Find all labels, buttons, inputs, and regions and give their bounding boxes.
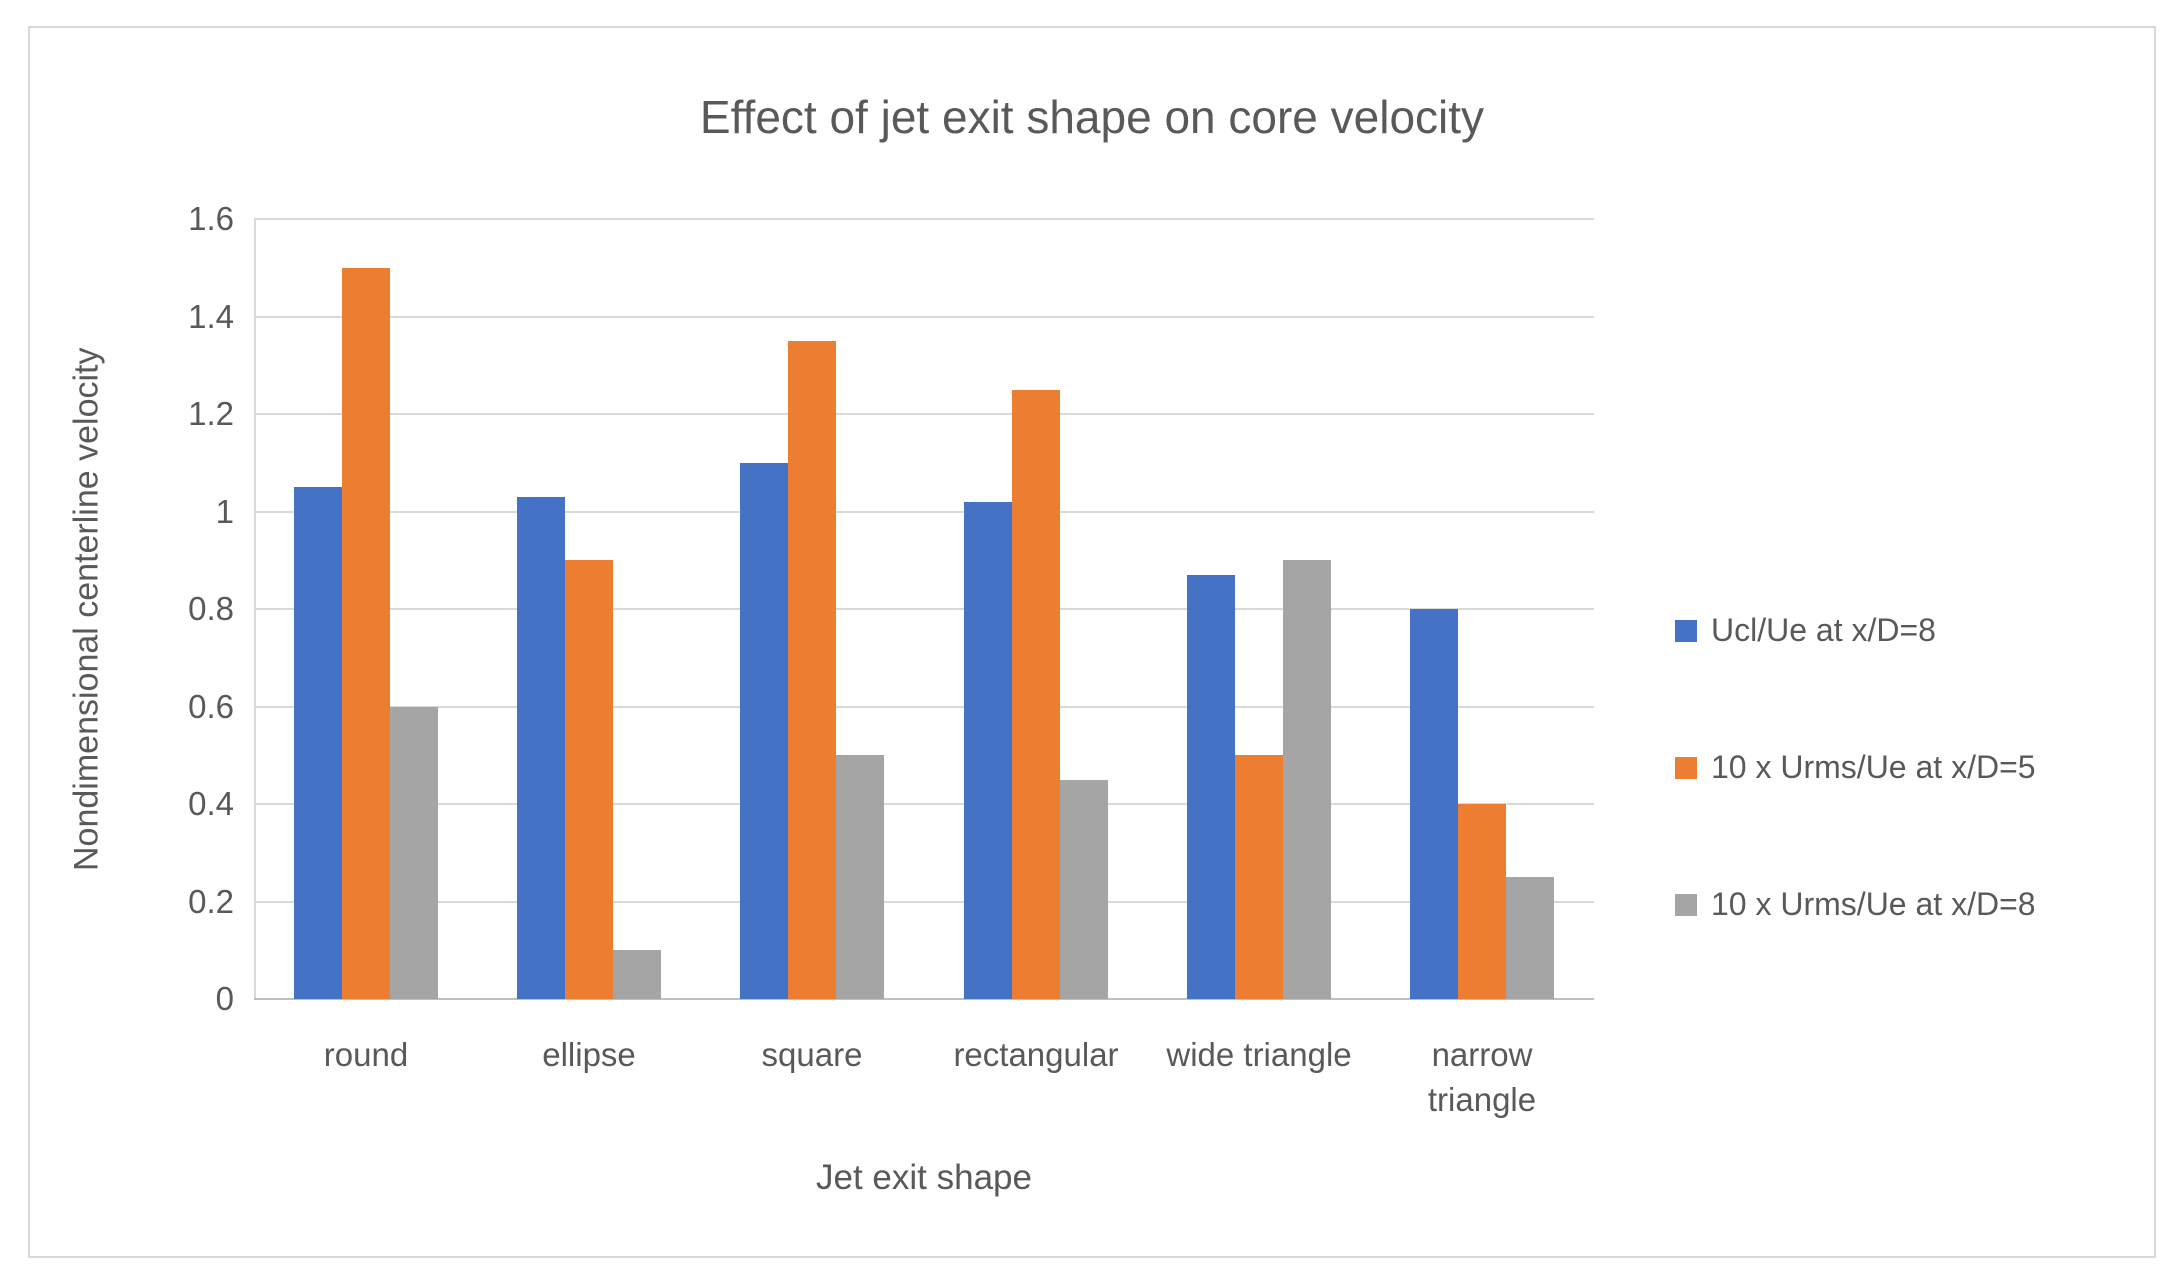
y-tick-label: 0.2	[188, 882, 234, 920]
category-label: ellipse	[542, 1036, 636, 1073]
legend-item: 10 x Urms/Ue at x/D=8	[1675, 886, 2036, 923]
legend-label: Ucl/Ue at x/D=8	[1711, 612, 1936, 648]
y-tick-label: 1.6	[188, 200, 234, 237]
legend-label: 10 x Urms/Ue at x/D=8	[1711, 886, 2036, 922]
bar	[1012, 390, 1060, 999]
category-label: rectangular	[953, 1036, 1119, 1073]
chart-frame: Effect of jet exit shape on core velocit…	[28, 26, 2156, 1258]
gridline	[254, 706, 1594, 708]
y-axis-tick-labels: 0 0.2 0.4 0.6 0.8 1 1.2 1.4 1.6	[30, 200, 234, 1017]
gridline	[254, 511, 1594, 513]
legend-swatch-icon	[1675, 619, 1697, 642]
bar	[1283, 560, 1331, 999]
bar	[1060, 780, 1108, 999]
x-axis-category-labels: round ellipse square rectangular wide triang…	[254, 1033, 1594, 1153]
x-axis-title: Jet exit shape	[816, 1158, 1032, 1197]
gridline	[254, 803, 1594, 805]
bar	[1458, 804, 1506, 999]
gridline	[254, 901, 1594, 903]
y-tick-label: 0.8	[188, 590, 234, 627]
bar	[613, 950, 661, 999]
category-label: narrow triangle	[1427, 1036, 1537, 1118]
bar	[294, 487, 342, 999]
category-label: square	[761, 1036, 863, 1073]
gridline	[254, 218, 1594, 220]
y-tick-label: 0.4	[188, 785, 234, 822]
bar	[565, 560, 613, 999]
legend-item: 10 x Urms/Ue at x/D=5	[1675, 749, 2036, 786]
bar	[342, 268, 390, 999]
bar	[1410, 609, 1458, 999]
legend-swatch-icon	[1675, 756, 1697, 779]
legend-label: 10 x Urms/Ue at x/D=5	[1711, 749, 2036, 785]
legend: Ucl/Ue at x/D=8 10 x Urms/Ue at x/D=5 10 x…	[1675, 612, 2036, 923]
gridline	[254, 316, 1594, 318]
bar	[1235, 755, 1283, 999]
bar	[788, 341, 836, 999]
bar	[1506, 877, 1554, 999]
y-tick-label: 0.6	[188, 687, 234, 725]
x-axis-line	[254, 998, 1594, 1000]
y-tick-label: 0	[215, 980, 234, 1017]
bar	[740, 463, 788, 999]
y-tick-label: 1	[215, 492, 234, 530]
category-label: wide triangle	[1166, 1036, 1352, 1073]
y-tick-label: 1.4	[188, 297, 234, 335]
plot-area	[254, 218, 1594, 1000]
bar	[964, 502, 1012, 999]
category-label: round	[323, 1036, 409, 1073]
y-tick-label: 1.2	[188, 395, 234, 432]
gridline	[254, 608, 1594, 610]
bar	[517, 497, 565, 999]
legend-swatch-icon	[1675, 893, 1697, 916]
legend-item: Ucl/Ue at x/D=8	[1675, 612, 2036, 649]
bar	[836, 755, 884, 999]
bar	[1187, 575, 1235, 999]
gridline	[254, 413, 1594, 415]
chart-title: Effect of jet exit shape on core velocit…	[699, 91, 1485, 143]
bar	[390, 707, 438, 999]
